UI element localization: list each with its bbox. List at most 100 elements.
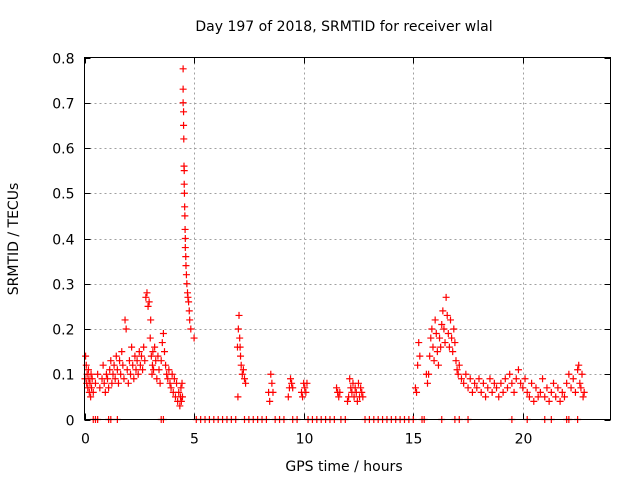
data-point xyxy=(534,393,542,401)
data-point xyxy=(579,393,587,401)
data-point xyxy=(185,307,193,315)
data-point xyxy=(118,348,126,356)
x-tick-label: 0 xyxy=(81,432,90,448)
data-point xyxy=(423,379,431,387)
data-point xyxy=(550,379,558,387)
data-point xyxy=(453,366,461,374)
data-point xyxy=(131,352,139,360)
data-point xyxy=(124,379,132,387)
data-point xyxy=(101,388,109,396)
data-point xyxy=(119,361,127,369)
data-point xyxy=(140,343,148,351)
data-point xyxy=(84,366,92,374)
data-point xyxy=(180,189,188,197)
y-tick-label: 0.3 xyxy=(52,278,74,294)
data-point xyxy=(238,370,246,378)
data-point xyxy=(127,370,135,378)
data-point xyxy=(443,311,451,319)
data-point xyxy=(187,325,195,333)
data-point xyxy=(113,366,121,374)
data-point xyxy=(153,375,161,383)
data-point xyxy=(336,388,344,396)
data-point xyxy=(177,384,185,392)
data-point xyxy=(242,379,250,387)
data-point xyxy=(462,370,470,378)
data-point xyxy=(428,325,436,333)
data-point xyxy=(239,366,247,374)
data-point xyxy=(444,330,452,338)
data-point xyxy=(182,262,190,270)
data-point xyxy=(135,348,143,356)
data-point xyxy=(151,343,159,351)
data-point xyxy=(344,397,351,405)
data-point xyxy=(82,361,90,369)
data-point xyxy=(416,352,424,360)
data-point xyxy=(287,375,295,383)
data-point xyxy=(545,397,553,405)
data-point xyxy=(486,375,494,383)
data-point xyxy=(143,289,151,297)
data-point xyxy=(575,361,583,369)
data-point xyxy=(181,235,189,242)
data-point xyxy=(464,384,472,392)
data-point xyxy=(434,361,442,369)
data-point xyxy=(488,388,496,396)
data-point xyxy=(164,375,172,383)
data-point xyxy=(299,393,307,401)
data-point xyxy=(267,370,275,378)
data-point xyxy=(413,388,421,396)
data-point xyxy=(429,343,437,351)
data-point xyxy=(136,361,144,369)
data-point xyxy=(146,334,154,342)
data-point xyxy=(284,393,292,401)
data-point xyxy=(440,325,448,333)
y-tick-label: 0.6 xyxy=(52,142,74,158)
data-point xyxy=(87,370,95,378)
data-point xyxy=(176,402,184,410)
data-point xyxy=(159,330,167,338)
data-points xyxy=(81,65,588,423)
data-point xyxy=(237,361,245,369)
y-tick-label: 0 xyxy=(66,414,75,430)
data-point xyxy=(120,375,128,383)
data-point xyxy=(484,384,492,392)
data-point xyxy=(536,388,544,396)
data-point xyxy=(450,325,458,333)
data-point xyxy=(155,366,163,374)
data-point xyxy=(445,343,453,351)
data-point xyxy=(439,307,447,315)
data-point xyxy=(558,388,566,396)
data-point xyxy=(268,379,276,387)
data-point xyxy=(87,393,95,401)
data-point xyxy=(521,375,529,383)
data-point xyxy=(455,361,463,369)
data-point xyxy=(102,370,110,378)
data-point xyxy=(133,357,141,365)
data-point xyxy=(580,388,588,396)
data-point xyxy=(530,397,538,405)
data-point xyxy=(137,352,145,360)
data-point xyxy=(180,121,188,129)
data-point xyxy=(110,361,118,369)
data-point xyxy=(125,357,133,365)
y-tick-label: 0.8 xyxy=(52,52,74,68)
data-point xyxy=(543,384,551,392)
data-point xyxy=(475,375,483,383)
data-point xyxy=(236,343,244,351)
data-point xyxy=(112,352,120,360)
data-point xyxy=(88,384,96,392)
data-point xyxy=(168,370,176,378)
data-point xyxy=(88,375,96,383)
data-point xyxy=(183,280,191,288)
data-point xyxy=(108,379,116,387)
data-point xyxy=(479,379,487,387)
data-point xyxy=(430,357,438,365)
data-point xyxy=(104,375,112,383)
y-tick-label: 0.5 xyxy=(52,187,74,203)
data-point xyxy=(141,357,149,365)
data-point xyxy=(539,375,547,383)
data-point xyxy=(510,388,518,396)
data-point xyxy=(288,379,296,387)
x-tick-label: 10 xyxy=(296,432,314,448)
